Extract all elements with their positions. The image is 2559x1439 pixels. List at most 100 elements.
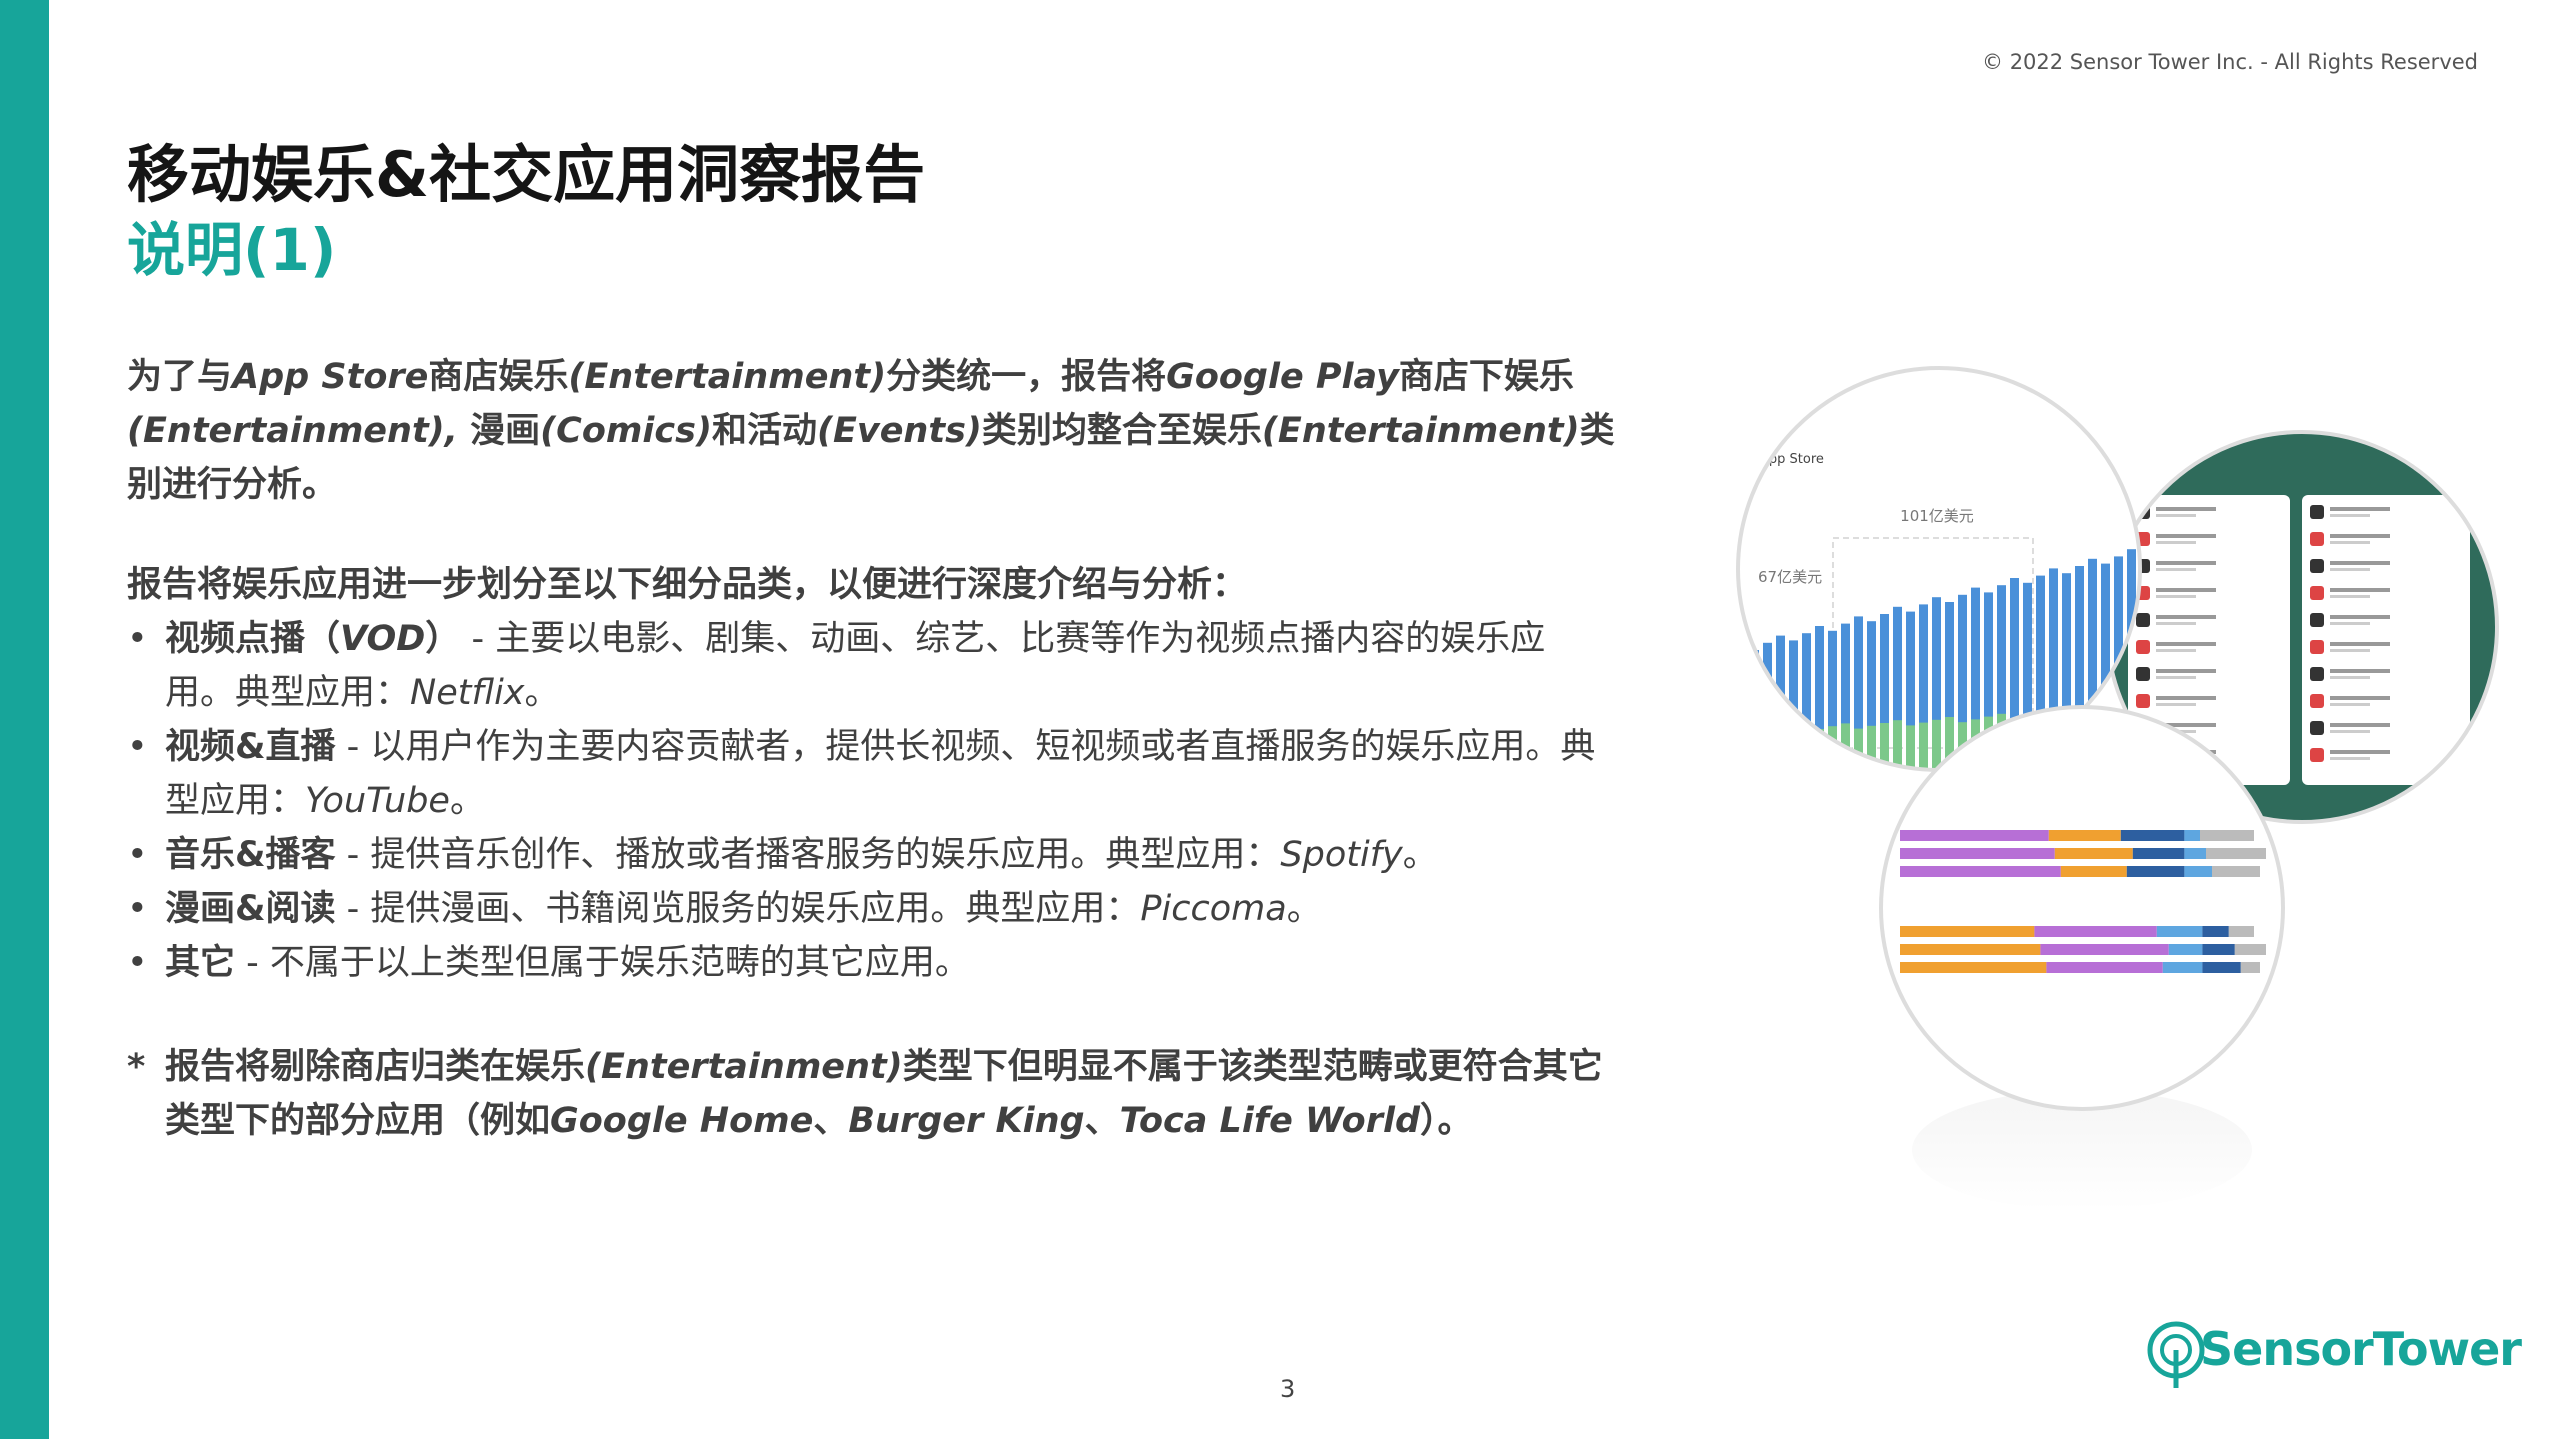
text: 漫画 [470,411,541,451]
decor [1900,962,2047,973]
decor [2156,703,2196,706]
decor [1750,650,1759,770]
bullet: • 漫画&阅读 - 提供漫画、书籍阅览服务的娱乐应用。典型应用：Piccoma。 [127,882,1615,936]
text: 和活动 [711,411,817,451]
bullet: • 视频点播（VOD） - 主要以电影、剧集、动画、综艺、比赛等作为视频点播内容的… [127,612,1615,720]
decor [2330,507,2390,511]
text: YouTube [305,781,450,821]
decor [2330,723,2390,727]
subtitle: 说明(1) [127,216,337,284]
text: 报告将剔除商店归类在娱乐 [165,1047,586,1087]
decor [1997,585,2006,770]
decor [2156,696,2216,700]
decor [1815,626,1824,770]
decor [2330,561,2390,565]
text: App Store [232,357,429,397]
decor [2310,640,2324,654]
decor [2330,750,2390,754]
decor [1900,944,2041,955]
stacked-chart-circle [1881,707,2283,1109]
decor [2156,507,2216,511]
decor [2156,588,2216,592]
decor [2168,944,2203,955]
decor [2156,561,2216,565]
decor [2088,558,2097,770]
text: 音乐&播客 [165,835,336,875]
bullet-dot: • [127,889,148,929]
decor [1789,726,1798,770]
decor [2202,926,2229,937]
figure: App Store 101亿美元 67亿美元 [1736,366,2499,1210]
decor [2040,944,2169,955]
decor [2234,944,2266,955]
decor [1750,735,1759,770]
page-number: 3 [1280,1375,1296,1403]
decor [2156,669,2216,673]
decor [2330,534,2390,538]
decor [2156,514,2196,517]
decor [2310,532,2324,546]
decor [2054,848,2133,859]
decor [2156,676,2196,679]
decor [2330,595,2370,598]
decor [2162,962,2203,973]
text: 、 [1084,1101,1120,1141]
decor [1880,614,1889,770]
decor [1945,602,1954,770]
decor [1958,594,1967,770]
text: 商店下娱乐 [1398,357,1574,397]
decor [1900,830,2049,841]
decor [1932,597,1941,770]
decor [1841,623,1850,770]
decor [2330,696,2390,700]
bullet-dot: • [127,727,148,767]
decor [2184,848,2206,859]
bullet-dot: • [127,835,148,875]
decor [2136,640,2150,654]
bullet: • 音乐&播客 - 提供音乐创作、播放或者播客服务的娱乐应用。典型应用：Spoti… [127,828,1615,882]
decor [2240,962,2260,973]
text: 、 [813,1101,849,1141]
decor [2330,642,2390,646]
decor [2120,830,2185,841]
text: 类别均整合至娱乐 [981,411,1262,451]
decor [2310,721,2324,735]
text: (Events) [816,411,982,451]
decor [2046,962,2163,973]
reflection [1912,1090,2252,1210]
decor [1893,606,1902,770]
text: (Entertainment), [127,411,458,451]
decor [2330,622,2370,625]
text: 。 [1286,889,1322,929]
decor [2156,622,2196,625]
decor [1919,722,1928,770]
text: Google Home [550,1101,814,1141]
figure-label: App Store [1760,452,1824,467]
text: 视频点播（ [165,619,341,659]
decor [1802,731,1811,770]
decor [2036,575,2045,770]
decor [2184,866,2212,877]
text: 为了与 [127,357,233,397]
bullet-dot: • [127,619,148,659]
text: 。 [449,781,485,821]
text: Toca Life World [1119,1101,1421,1141]
decor [1984,592,1993,770]
decor [1880,723,1889,770]
decor [2202,962,2241,973]
decor [2202,944,2235,955]
text: Netflix [410,673,525,713]
logo-icon [2147,1321,2205,1388]
text: - 提供漫画、书籍阅览服务的娱乐应用。典型应用： [335,889,1141,929]
decor [2156,534,2216,538]
decor [1802,633,1811,770]
text: Piccoma [1140,889,1287,929]
decor [2310,613,2324,627]
decor [2132,848,2185,859]
decor [2156,541,2196,544]
decor [2156,568,2196,571]
text: Burger King [848,1101,1085,1141]
decor [2310,559,2324,573]
decor [2330,615,2390,619]
decor [1945,717,1954,770]
